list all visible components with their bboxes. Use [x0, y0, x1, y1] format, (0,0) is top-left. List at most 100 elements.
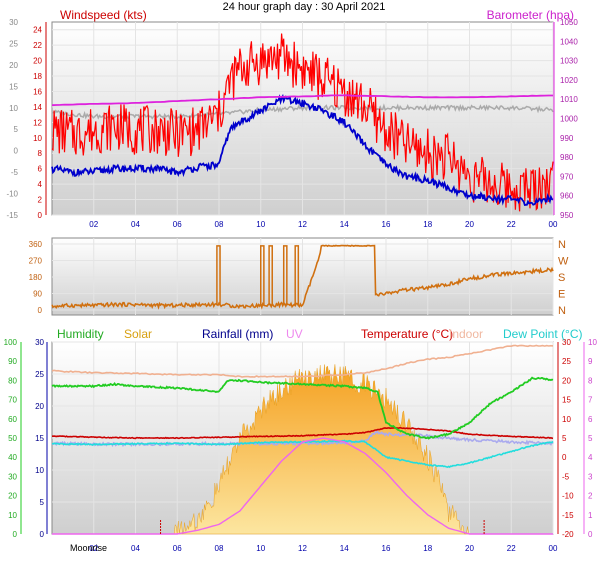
temperature-tick-label: -10	[562, 492, 574, 501]
grey-trace-line	[51, 103, 554, 121]
rain-tick-label: 5	[40, 498, 45, 507]
legend-uv: UV	[286, 327, 303, 341]
wind-gust-line	[51, 33, 554, 212]
wind-outer-tick-label: 0	[14, 147, 19, 156]
direction-y-tick-label: 180	[29, 273, 43, 282]
legend-temperature: Temperature (°C)	[361, 327, 453, 341]
legend-solar: Solar	[124, 327, 152, 341]
legend-rainfall: Rainfall (mm)	[202, 327, 273, 341]
rain-tick-label: 25	[35, 370, 44, 379]
rain-tick-label: 20	[35, 402, 44, 411]
direction-compass-label: E	[558, 289, 565, 301]
environment-x-tick-label: 22	[507, 544, 516, 553]
wind-x-tick-label: 12	[298, 220, 307, 229]
temperature-tick-label: 10	[562, 415, 571, 424]
pressure-tick-label: 980	[560, 153, 574, 162]
pressure-tick-label: 950	[560, 211, 574, 220]
wind-outer-tick-label: -10	[6, 190, 18, 199]
direction-y-tick-label: 360	[29, 240, 43, 249]
direction-y-tick-label: 90	[33, 290, 42, 299]
humidity-tick-label: 0	[13, 530, 18, 539]
uv-tick-label: 9	[588, 357, 593, 366]
wind-x-tick-label: 10	[256, 220, 265, 229]
temperature-tick-label: 15	[562, 396, 571, 405]
wind-y-tick-label: 4	[38, 180, 43, 189]
uv-tick-label: 0	[588, 530, 593, 539]
wind-direction-line	[51, 244, 554, 310]
rain-tick-label: 10	[35, 466, 44, 475]
environment-x-tick-label: 04	[131, 544, 140, 553]
wind-y-tick-label: 16	[33, 87, 42, 96]
temperature-tick-label: -15	[562, 511, 574, 520]
uv-tick-label: 2	[588, 492, 593, 501]
wind-outer-tick-label: 15	[9, 82, 18, 91]
environment-x-tick-label: 02	[89, 544, 98, 553]
environment-x-tick-label: 06	[173, 544, 182, 553]
indoor-temperature-line	[51, 344, 554, 378]
barometer-line	[51, 94, 553, 107]
wind-y-tick-label: 22	[33, 41, 42, 50]
wind-x-tick-label: 18	[423, 220, 432, 229]
temperature-tick-label: -20	[562, 530, 574, 539]
tick-layer: 024681012141618202224-15-10-505101520253…	[4, 18, 598, 553]
wind-y-tick-label: 20	[33, 57, 42, 66]
wind-y-tick-label: 0	[38, 211, 43, 220]
wind-x-tick-label: 02	[89, 220, 98, 229]
temperature-tick-label: 0	[562, 453, 567, 462]
pressure-tick-label: 1040	[560, 37, 578, 46]
humidity-tick-label: 60	[8, 415, 17, 424]
wind-outer-tick-label: -15	[6, 211, 18, 220]
temperature-tick-label: 20	[562, 376, 571, 385]
pressure-tick-label: 1020	[560, 76, 578, 85]
legend-dewpoint: Dew Point (°C)	[503, 327, 582, 341]
environment-x-tick-label: 08	[215, 544, 224, 553]
wind-x-tick-label: 22	[507, 220, 516, 229]
wind-y-tick-label: 6	[38, 165, 43, 174]
rain-tick-label: 30	[35, 338, 44, 347]
environment-x-tick-label: 20	[465, 544, 474, 553]
uv-tick-label: 4	[588, 453, 593, 462]
pressure-tick-label: 960	[560, 192, 574, 201]
wind-outer-tick-label: 10	[9, 104, 18, 113]
humidity-line	[51, 376, 554, 440]
wind-outer-tick-label: -5	[11, 168, 19, 177]
uv-tick-label: 6	[588, 415, 593, 424]
wind-x-tick-label: 20	[465, 220, 474, 229]
temperature-tick-label: -5	[562, 472, 570, 481]
wind-y-tick-label: 14	[33, 103, 42, 112]
pressure-tick-label: 1030	[560, 57, 578, 66]
moonrise-label: Moonrise	[70, 543, 107, 553]
wind-outer-tick-label: 30	[9, 18, 18, 27]
uv-tick-label: 7	[588, 396, 593, 405]
uv-tick-label: 3	[588, 472, 593, 481]
humidity-tick-label: 90	[8, 357, 17, 366]
legend-humidity: Humidity	[57, 327, 104, 341]
wind-average-line	[51, 93, 554, 206]
direction-y-tick-label: 270	[29, 257, 43, 266]
temperature-tick-label: 5	[562, 434, 567, 443]
environment-x-tick-label: 12	[298, 544, 307, 553]
pressure-tick-label: 1050	[560, 18, 578, 27]
feels-like-line	[52, 430, 554, 448]
temperature-tick-label: 30	[562, 338, 571, 347]
humidity-tick-label: 70	[8, 396, 17, 405]
pressure-tick-label: 970	[560, 172, 574, 181]
direction-compass-label: S	[558, 272, 565, 284]
wind-x-tick-label: 06	[173, 220, 182, 229]
uv-line	[52, 437, 553, 535]
environment-x-tick-label: 14	[340, 544, 349, 553]
rain-tick-label: 0	[40, 530, 45, 539]
wind-direction-spike	[268, 245, 273, 306]
direction-compass-label: N	[558, 239, 566, 251]
wind-outer-tick-label: 25	[9, 39, 18, 48]
uv-tick-label: 8	[588, 376, 593, 385]
uv-tick-label: 1	[588, 511, 593, 520]
environment-x-tick-label: 16	[382, 544, 391, 553]
legend-indoor: Indoor	[449, 327, 483, 341]
humidity-tick-label: 80	[8, 376, 17, 385]
wind-x-tick-label: 00	[549, 220, 558, 229]
page-title: 24 hour graph day : 30 April 2021	[223, 1, 386, 13]
wind-y-tick-label: 12	[33, 118, 42, 127]
